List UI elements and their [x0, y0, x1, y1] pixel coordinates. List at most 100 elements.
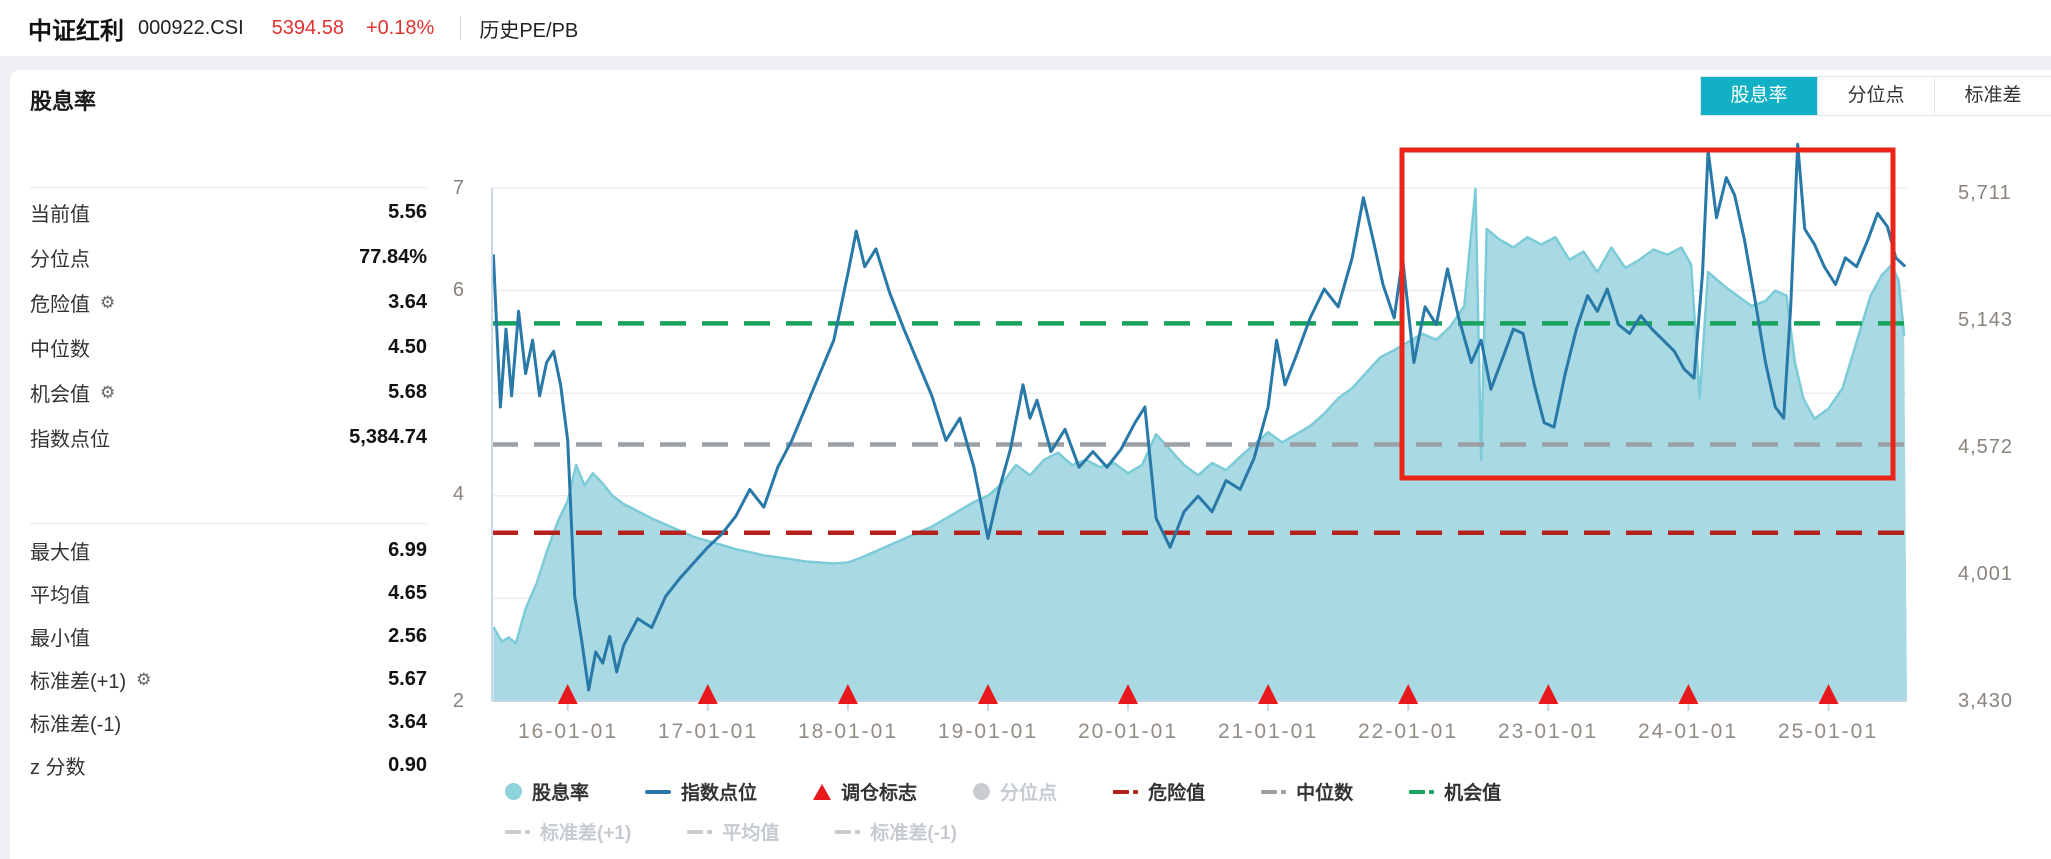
stat-value: 5.68	[388, 380, 427, 403]
index-price: 5394.58	[271, 16, 344, 39]
gray-dashdot-icon	[835, 829, 861, 834]
stat-label: 最小值	[30, 627, 90, 650]
stat-value: 4.65	[388, 581, 427, 604]
index-name: 中证红利	[28, 17, 124, 45]
legend-sd-minus1[interactable]: 标准差(-1)	[835, 818, 957, 845]
index-level-line	[491, 142, 1906, 692]
x-tick-17: 17-01-01	[657, 720, 759, 743]
history-pepb-link[interactable]: 历史PE/PB	[479, 19, 579, 42]
stat-label: 危险值	[30, 293, 90, 316]
stat-value: 3.64	[388, 710, 427, 733]
green-dashdot-icon	[1409, 789, 1435, 794]
stat-value: 5,384.74	[349, 425, 427, 448]
header-bar: 中证红利 000922.CSI 5394.58 +0.18% 历史PE/PB	[0, 0, 2051, 56]
stat-label: 标准差(+1)	[30, 670, 127, 693]
y-tick-4: 4	[452, 483, 465, 505]
tab-stddev[interactable]: 标准差	[1934, 77, 2051, 115]
x-axis-ticks	[566, 701, 1830, 711]
stat-value: 77.84%	[359, 245, 427, 268]
y-tick-7: 7	[452, 177, 465, 199]
stat-label: 标准差(-1)	[30, 713, 122, 736]
y2-tick-5143: 5,143	[1958, 309, 2014, 331]
stat-row-danger: 危险值 ⚙ 3.64	[30, 287, 427, 317]
stat-row-sd-plus1: 标准差(+1) ⚙ 5.67	[30, 664, 427, 694]
y2-tick-5711: 5,711	[1958, 182, 2012, 204]
reference-lines	[492, 321, 1907, 535]
index-code: 000922.CSI	[138, 16, 244, 39]
rebalance-markers	[557, 684, 1839, 704]
legend-danger-value[interactable]: 危险值	[1113, 778, 1205, 805]
stat-value: 5.67	[388, 667, 427, 690]
y2-tick-4572: 4,572	[1958, 436, 2014, 458]
y2-tick-4001: 4,001	[1958, 563, 2014, 585]
tab-percentile[interactable]: 分位点	[1817, 77, 1934, 115]
legend-percentile[interactable]: 分位点	[973, 778, 1057, 805]
legend-median[interactable]: 中位数	[1261, 778, 1353, 805]
stat-value: 2.56	[388, 624, 427, 647]
stat-value: 4.50	[388, 335, 427, 358]
stat-label: z 分数	[30, 756, 86, 779]
dividend-yield-line	[492, 187, 1906, 645]
stat-label: 中位数	[30, 338, 90, 361]
x-tick-25: 25-01-01	[1777, 720, 1879, 743]
stat-label: 当前值	[30, 203, 90, 226]
stat-row-current: 当前值 5.56	[30, 197, 427, 227]
stat-label: 分位点	[30, 248, 90, 271]
stat-row-index-level: 指数点位 5,384.74	[30, 422, 427, 452]
red-triangle-icon	[813, 783, 832, 800]
gray-dashdot-icon	[1261, 789, 1287, 794]
stat-row-median: 中位数 4.50	[30, 332, 427, 362]
gray-dashdot-icon	[505, 829, 530, 834]
stats-divider-bottom	[30, 523, 427, 524]
gear-icon[interactable]: ⚙	[136, 669, 152, 689]
y2-tick-3430: 3,430	[1958, 690, 2014, 712]
stat-row-max: 最大值 6.99	[30, 535, 427, 565]
gray-circle-icon	[973, 783, 991, 800]
stat-row-avg: 平均值 4.65	[30, 578, 427, 608]
stat-value: 0.90	[388, 753, 427, 776]
stat-row-opportunity: 机会值 ⚙ 5.68	[30, 377, 427, 407]
teal-circle-icon	[505, 783, 522, 800]
y-tick-6: 6	[452, 279, 465, 301]
x-tick-20: 20-01-01	[1077, 720, 1179, 743]
red-dashdot-icon	[1113, 789, 1139, 794]
blue-line-icon	[645, 789, 672, 794]
legend-dividend-yield[interactable]: 股息率	[505, 778, 589, 805]
card-title: 股息率	[30, 89, 97, 114]
legend-index-level[interactable]: 指数点位	[645, 778, 757, 805]
stat-label: 指数点位	[30, 428, 110, 451]
legend-rebalance-marker[interactable]: 调仓标志	[813, 778, 917, 805]
stat-value: 6.99	[388, 538, 427, 561]
gear-icon[interactable]: ⚙	[100, 382, 116, 402]
dividend-yield-area	[493, 189, 1907, 701]
stat-label: 机会值	[30, 383, 90, 406]
stats-divider-top	[30, 187, 427, 188]
header-divider	[460, 16, 462, 40]
stat-row-min: 最小值 2.56	[30, 621, 427, 651]
stat-value: 5.56	[388, 200, 427, 223]
stat-row-sd-minus1: 标准差(-1) 3.64	[30, 707, 427, 737]
x-tick-19: 19-01-01	[937, 720, 1039, 743]
stat-label: 最大值	[30, 541, 90, 564]
legend-average[interactable]: 平均值	[687, 818, 779, 845]
x-tick-16: 16-01-01	[517, 720, 619, 743]
index-change: +0.18%	[365, 16, 435, 39]
tab-dividend-yield[interactable]: 股息率	[1701, 77, 1817, 115]
gray-dashdot-icon	[687, 829, 713, 834]
x-tick-18: 18-01-01	[797, 720, 899, 743]
highlight-annotation-box	[1399, 147, 1896, 481]
legend-sd-plus1[interactable]: 标准差(+1)	[505, 818, 631, 845]
gear-icon[interactable]: ⚙	[100, 292, 116, 312]
x-tick-22: 22-01-01	[1357, 720, 1459, 743]
x-tick-24: 24-01-01	[1637, 720, 1739, 743]
legend-row-1: 股息率 指数点位 调仓标志 分位点 危险值 中位数 机会值	[505, 778, 1501, 805]
y-tick-2: 2	[452, 690, 465, 712]
stat-label: 平均值	[30, 584, 90, 607]
stat-row-zscore: z 分数 0.90	[30, 750, 427, 780]
metric-tabs: 股息率 分位点 标准差	[1700, 76, 2051, 116]
legend-opportunity-value[interactable]: 机会值	[1409, 778, 1501, 805]
stat-value: 3.64	[388, 290, 427, 313]
x-tick-23: 23-01-01	[1497, 720, 1599, 743]
